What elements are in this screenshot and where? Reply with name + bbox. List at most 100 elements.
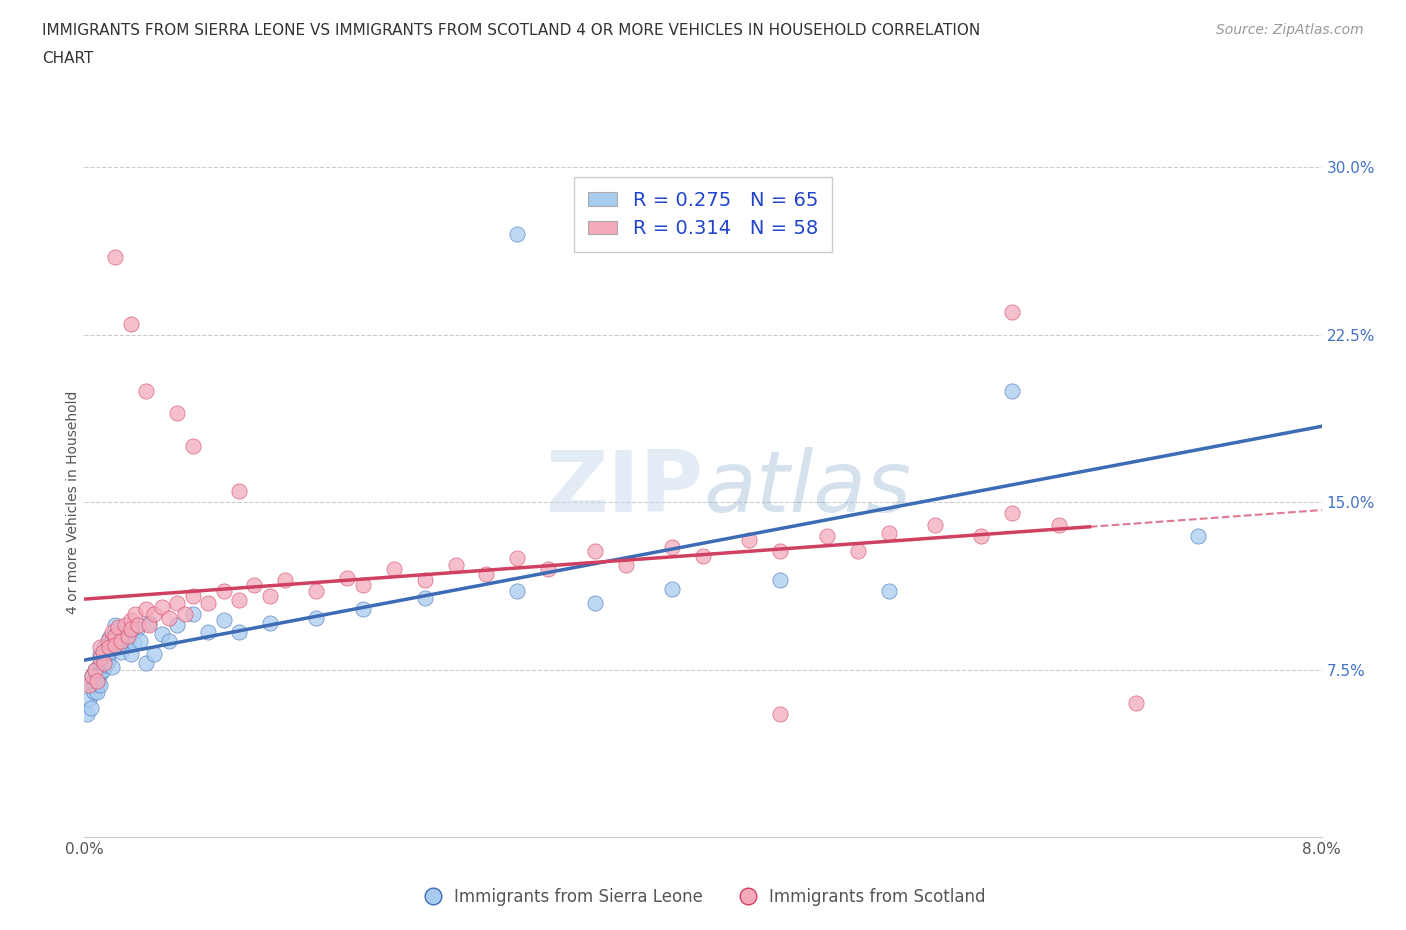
Point <box>1001 383 1024 398</box>
Point <box>107 633 129 648</box>
Point <box>104 618 127 632</box>
Point <box>98 640 121 655</box>
Point <box>114 638 136 653</box>
Point <box>846 544 869 559</box>
Point <box>79 700 101 715</box>
Point <box>413 573 436 588</box>
Point <box>93 656 115 671</box>
Point <box>89 667 111 682</box>
Point <box>86 673 108 688</box>
Point <box>197 624 219 639</box>
Point <box>181 439 204 454</box>
Point <box>104 638 127 653</box>
Point <box>444 557 467 572</box>
Point <box>93 656 115 671</box>
Point <box>101 624 124 639</box>
Point <box>135 383 157 398</box>
Point <box>143 606 166 621</box>
Point <box>96 633 118 648</box>
Text: atlas: atlas <box>703 447 911 530</box>
Point <box>89 646 111 661</box>
Point <box>614 557 637 572</box>
Point <box>82 669 104 684</box>
Point <box>769 573 792 588</box>
Point <box>83 684 105 699</box>
Point <box>89 651 111 666</box>
Point <box>104 629 127 644</box>
Point <box>143 646 166 661</box>
Point <box>243 578 266 592</box>
Point <box>150 600 173 615</box>
Point <box>91 651 114 666</box>
Point <box>305 584 328 599</box>
Point <box>91 662 114 677</box>
Point <box>89 640 111 655</box>
Point <box>1001 305 1024 320</box>
Point <box>82 669 104 684</box>
Point <box>738 533 761 548</box>
Point <box>815 528 838 543</box>
Text: Source: ZipAtlas.com: Source: ZipAtlas.com <box>1216 23 1364 37</box>
Point <box>877 584 900 599</box>
Point <box>506 584 529 599</box>
Point <box>537 562 560 577</box>
Point <box>583 595 606 610</box>
Point <box>166 595 188 610</box>
Point <box>181 606 204 621</box>
Point <box>212 613 235 628</box>
Point <box>135 656 157 671</box>
Point <box>98 644 121 659</box>
Point <box>89 656 111 671</box>
Point <box>101 660 124 675</box>
Point <box>84 678 107 693</box>
Point <box>197 595 219 610</box>
Legend: R = 0.275   N = 65, R = 0.314   N = 58: R = 0.275 N = 65, R = 0.314 N = 58 <box>574 177 832 252</box>
Point <box>1047 517 1070 532</box>
Point <box>138 616 160 631</box>
Point <box>228 484 250 498</box>
Point <box>150 627 173 642</box>
Point <box>86 684 108 699</box>
Point <box>159 611 180 626</box>
Point <box>86 671 108 686</box>
Point <box>259 616 281 631</box>
Point <box>120 646 142 661</box>
Point <box>138 618 160 632</box>
Point <box>305 611 328 626</box>
Point <box>692 549 714 564</box>
Point <box>212 584 235 599</box>
Point <box>83 673 105 688</box>
Point <box>82 678 104 693</box>
Point <box>122 635 145 650</box>
Point <box>124 606 146 621</box>
Point <box>877 526 900 541</box>
Point <box>112 624 135 639</box>
Point <box>104 249 127 264</box>
Point <box>87 667 110 682</box>
Point <box>159 633 180 648</box>
Point <box>120 622 142 637</box>
Point <box>769 707 792 722</box>
Point <box>125 622 148 637</box>
Point <box>228 624 250 639</box>
Point <box>114 618 136 632</box>
Point <box>98 631 121 645</box>
Point <box>661 582 683 597</box>
Point <box>76 707 98 722</box>
Point <box>769 544 792 559</box>
Point <box>166 405 188 420</box>
Point <box>108 629 131 644</box>
Text: IMMIGRANTS FROM SIERRA LEONE VS IMMIGRANTS FROM SCOTLAND 4 OR MORE VEHICLES IN H: IMMIGRANTS FROM SIERRA LEONE VS IMMIGRAN… <box>42 23 980 38</box>
Point <box>382 562 405 577</box>
Point <box>100 633 122 648</box>
Point <box>174 606 197 621</box>
Point <box>120 316 142 331</box>
Point <box>84 662 107 677</box>
Point <box>110 644 132 659</box>
Point <box>506 227 529 242</box>
Y-axis label: 4 or more Vehicles in Household: 4 or more Vehicles in Household <box>66 391 80 614</box>
Point <box>91 644 114 659</box>
Point <box>352 602 374 617</box>
Point <box>77 691 100 706</box>
Point <box>970 528 993 543</box>
